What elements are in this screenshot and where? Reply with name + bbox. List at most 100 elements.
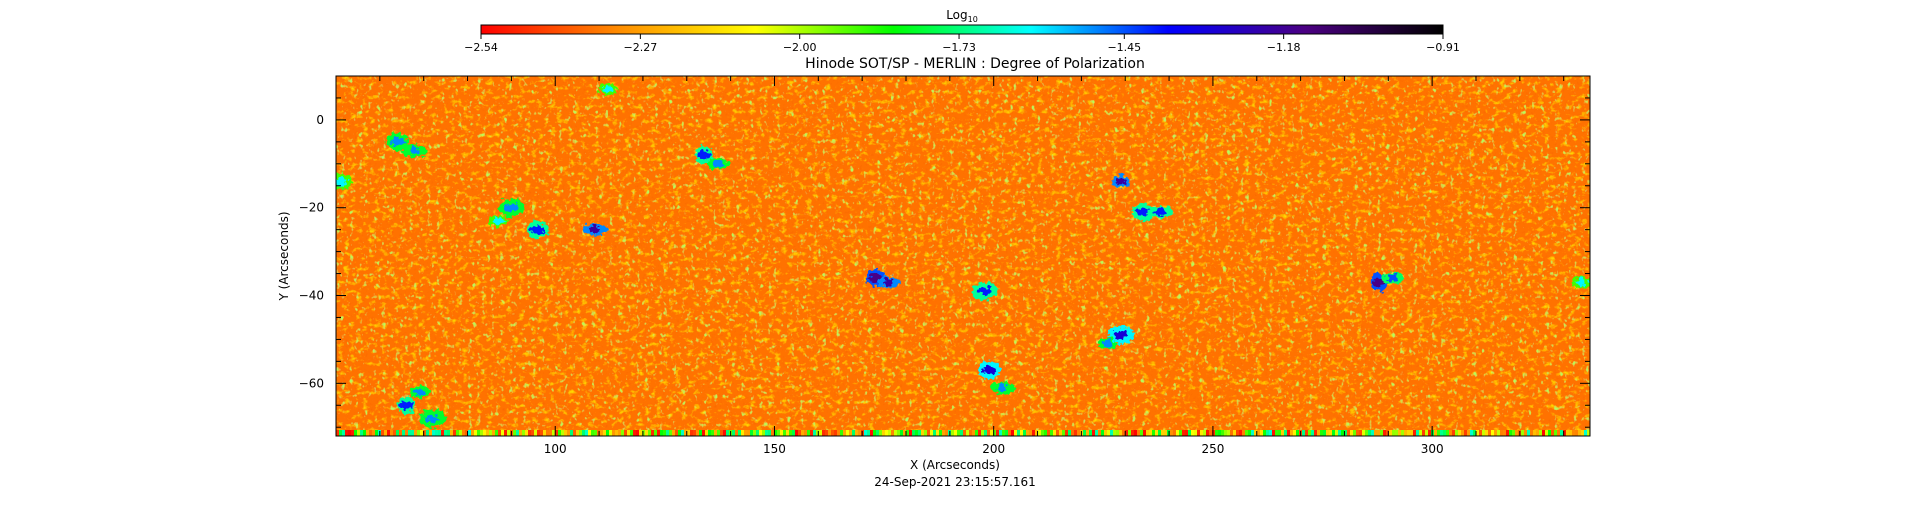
strip-cell xyxy=(1053,430,1056,436)
x-tick-label: 200 xyxy=(982,442,1005,456)
strip-cell xyxy=(1524,430,1527,436)
strip-cell xyxy=(1125,430,1128,436)
strip-cell xyxy=(1023,430,1026,436)
strip-cell xyxy=(993,430,996,436)
strip-cell xyxy=(1050,430,1053,436)
colorbar-tick-label: −0.91 xyxy=(1426,41,1460,54)
strip-cell xyxy=(480,430,483,436)
colorbar-tick-label: −1.18 xyxy=(1267,41,1301,54)
strip-cell xyxy=(1098,430,1101,436)
strip-cell xyxy=(1338,430,1341,436)
strip-cell xyxy=(765,430,768,436)
polarization-patch xyxy=(989,381,1016,394)
strip-cell xyxy=(507,430,510,436)
chart-title: Hinode SOT/SP - MERLIN : Degree of Polar… xyxy=(805,56,1145,72)
strip-cell xyxy=(1242,430,1245,436)
timestamp: 24-Sep-2021 23:15:57.161 xyxy=(874,475,1036,489)
strip-cell xyxy=(414,430,417,436)
strip-cell xyxy=(807,430,810,436)
strip-cell xyxy=(909,430,912,436)
x-tick-label: 150 xyxy=(763,442,786,456)
x-tick-label: 250 xyxy=(1201,442,1224,456)
strip-cell xyxy=(474,430,477,436)
strip-cell xyxy=(951,430,954,436)
strip-cell xyxy=(489,430,492,436)
strip-cell xyxy=(1059,430,1062,436)
strip-cell xyxy=(1149,430,1152,436)
patch-core xyxy=(390,137,405,146)
strip-cell xyxy=(381,430,384,436)
strip-cell xyxy=(1389,430,1392,436)
strip-cell xyxy=(1110,430,1113,436)
strip-cell xyxy=(1092,430,1095,436)
strip-cell xyxy=(477,430,480,436)
strip-cell xyxy=(1533,430,1536,436)
polarization-patch xyxy=(336,172,352,191)
strip-cell xyxy=(339,430,342,436)
strip-cell xyxy=(1212,430,1215,436)
strip-cell xyxy=(687,430,690,436)
strip-cell xyxy=(1443,430,1446,436)
strip-cell xyxy=(1557,430,1560,436)
patch-core xyxy=(997,383,1008,392)
strip-cell xyxy=(933,430,936,436)
strip-cell xyxy=(384,430,387,436)
strip-cell xyxy=(1188,430,1191,436)
strip-cell xyxy=(681,430,684,436)
strip-cell xyxy=(411,430,414,436)
strip-cell xyxy=(762,430,765,436)
strip-cell xyxy=(633,430,636,436)
strip-cell xyxy=(855,430,858,436)
strip-cell xyxy=(675,430,678,436)
strip-cell xyxy=(651,430,654,436)
strip-cell xyxy=(1167,430,1170,436)
patch-core xyxy=(1102,339,1113,348)
polarization-patch xyxy=(971,282,998,301)
strip-cell xyxy=(405,430,408,436)
strip-cell xyxy=(702,430,705,436)
patch-core xyxy=(1115,177,1126,186)
strip-cell xyxy=(441,430,444,436)
strip-cell xyxy=(942,430,945,436)
strip-cell xyxy=(1275,430,1278,436)
strip-cell xyxy=(1335,430,1338,436)
strip-cell xyxy=(1137,430,1140,436)
strip-cell xyxy=(429,430,432,436)
strip-cell xyxy=(912,430,915,436)
strip-cell xyxy=(1353,430,1356,436)
strip-cell xyxy=(432,430,435,436)
strip-cell xyxy=(834,430,837,436)
strip-cell xyxy=(1062,430,1065,436)
strip-cell xyxy=(846,430,849,436)
strip-cell xyxy=(693,430,696,436)
strip-cell xyxy=(600,430,603,436)
strip-cell xyxy=(495,430,498,436)
strip-cell xyxy=(468,430,471,436)
strip-cell xyxy=(1377,430,1380,436)
polarization-patch xyxy=(581,223,608,236)
strip-cell xyxy=(738,430,741,436)
strip-cell xyxy=(1464,430,1467,436)
strip-cell xyxy=(1227,430,1230,436)
colorbar-tick-label: −2.27 xyxy=(623,41,657,54)
strip-cell xyxy=(402,430,405,436)
strip-cell xyxy=(1305,430,1308,436)
strip-cell xyxy=(864,430,867,436)
polarization-patch xyxy=(408,386,431,399)
polarization-patch xyxy=(877,276,900,289)
strip-cell xyxy=(1365,430,1368,436)
strip-cell xyxy=(756,430,759,436)
strip-cell xyxy=(813,430,816,436)
strip-cell xyxy=(627,430,630,436)
strip-cell xyxy=(906,430,909,436)
strip-cell xyxy=(744,430,747,436)
strip-cell xyxy=(1047,430,1050,436)
strip-cell xyxy=(1383,430,1386,436)
polarization-patch xyxy=(598,83,617,96)
patch-core xyxy=(504,203,519,212)
strip-cell xyxy=(684,430,687,436)
strip-cell xyxy=(1077,430,1080,436)
strip-cell xyxy=(534,430,537,436)
strip-cell xyxy=(1470,430,1473,436)
strip-cell xyxy=(1413,430,1416,436)
